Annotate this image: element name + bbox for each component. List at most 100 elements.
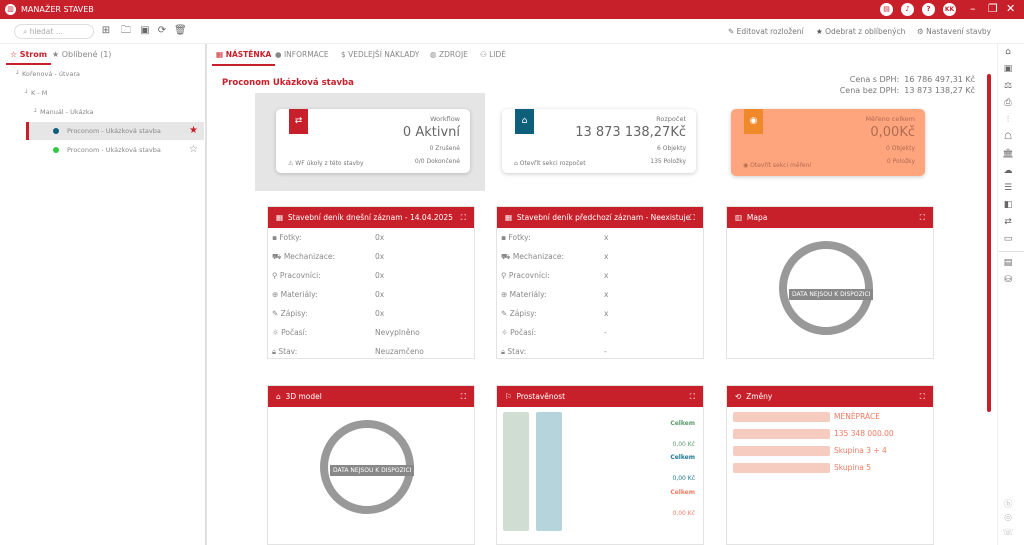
board-icon[interactable]: ◧: [1003, 200, 1013, 210]
progress-bar: [503, 412, 529, 531]
tab-side-costs[interactable]: $ VEDLEJŠÍ NÁKLADY: [341, 50, 420, 59]
minimize-button[interactable]: –: [970, 2, 976, 15]
document-icon[interactable]: ▤: [880, 3, 893, 16]
measured-link[interactable]: ◉ Otevřít sekci měření: [743, 162, 812, 169]
building-icon: ⌂: [276, 392, 284, 401]
delete-icon[interactable]: 🗑: [174, 25, 187, 36]
expand-icon[interactable]: ⛶: [919, 392, 925, 401]
info-circle-icon[interactable]: ⓑ: [1003, 500, 1013, 510]
change-item[interactable]: Skupina 3 + 4: [834, 446, 887, 455]
clipboard-icon[interactable]: ▣: [1003, 64, 1013, 74]
diary-today-widget: ▦ Stavební deník dnešní záznam - 14.04.2…: [267, 206, 475, 359]
remove-favorite-button[interactable]: ★ Odebrat z oblíbených: [816, 27, 906, 36]
people-icon: ⚇: [480, 50, 490, 59]
workflow-icon[interactable]: ⇄: [1004, 217, 1012, 227]
refresh-icon[interactable]: ⟳: [157, 25, 167, 36]
building-settings-button[interactable]: ⚙ Nastavení stavby: [917, 27, 992, 36]
tab-people[interactable]: ⚇ LIDÉ: [480, 50, 507, 59]
pencil-icon: ✎: [501, 309, 510, 318]
grid-icon: ▦: [216, 50, 226, 59]
worker-icon: ⚲: [501, 271, 509, 280]
toolbar: ⌕ hledat ... ⊞ 🗀 ▣ ⟳ 🗑 ✎ Editovat rozlož…: [0, 19, 1024, 44]
phone-icon[interactable]: ☏: [1002, 528, 1014, 538]
database-icon[interactable]: ⛁: [1004, 275, 1012, 285]
edit-layout-button[interactable]: ✎ Editovat rozložení: [728, 27, 804, 36]
tree-item-selected[interactable]: Proconom - Ukázková stavba ★: [26, 122, 204, 140]
gear-icon: ⚙: [917, 27, 927, 36]
tree-item[interactable]: ┘ Manuál - Ukázka: [34, 108, 94, 116]
close-button[interactable]: ✕: [1006, 2, 1016, 15]
photo-icon: ▪: [501, 233, 509, 242]
workflow-link[interactable]: ⚠ WF úkoly z této stavby: [288, 160, 364, 167]
weather-icon: ☼: [272, 328, 282, 337]
pencil-icon: ✎: [272, 309, 281, 318]
print-icon[interactable]: ⎙: [1004, 98, 1012, 108]
status-dot: [53, 128, 59, 134]
flag-icon: ⚐: [505, 392, 515, 401]
add-folder-icon[interactable]: 🗀: [121, 25, 131, 36]
expand-icon[interactable]: ⛶: [689, 213, 695, 222]
change-item[interactable]: 135 348 000.00: [834, 429, 894, 438]
favorite-star-icon[interactable]: ★: [189, 125, 198, 136]
progress-widget: ⚐ Prostavěnost ⛶ Celkem 0,00 Kč Celkem 0,…: [496, 385, 704, 545]
pencil-icon: ✎: [728, 27, 737, 36]
workflow-icon: ⇄: [289, 109, 308, 134]
notification-icon[interactable]: ♪: [901, 3, 914, 16]
measured-card[interactable]: ◉ Měřeno celkem 0,00Kč 0 Objekty 0 Polož…: [731, 109, 925, 176]
tree-item[interactable]: Proconom - Ukázková stavba ☆: [29, 141, 204, 159]
main-panel: ▦ NÁSTĚNKA ● INFORMACE $ VEDLEJŠÍ NÁKLAD…: [209, 44, 989, 545]
change-item[interactable]: Skupina 5: [834, 463, 871, 472]
file-icon[interactable]: ▤: [1003, 258, 1013, 268]
home-icon: ⌂: [515, 109, 534, 134]
checklist-icon[interactable]: ☰: [1003, 183, 1013, 193]
scrollbar[interactable]: [987, 74, 991, 412]
app-logo-icon: ▥: [5, 4, 16, 15]
search-icon: ⌕: [23, 27, 30, 36]
tab-tree[interactable]: ☆ Strom: [6, 50, 52, 65]
robot-icon[interactable]: ☖: [1003, 132, 1013, 142]
map-icon: ▥: [735, 213, 745, 222]
worker-icon: ⚲: [272, 271, 280, 280]
no-data-label: DATA NEJSOU K DISPOZICI: [330, 465, 415, 476]
save-icon[interactable]: ▣: [140, 25, 150, 36]
star-icon: ★: [816, 27, 826, 36]
bank-icon[interactable]: 🏛︎: [1002, 149, 1014, 159]
home-search-icon[interactable]: ⌂: [1005, 47, 1011, 57]
tree-item[interactable]: ┘ K - M: [25, 89, 48, 97]
monitor-icon[interactable]: ▭: [1003, 234, 1013, 244]
favorite-star-icon[interactable]: ☆: [189, 144, 198, 155]
globe-icon: ◍: [430, 50, 439, 59]
tree-item[interactable]: ┘ Kořenová - útvara: [16, 70, 80, 78]
tab-favorites[interactable]: ★ Oblíbené (1): [52, 50, 112, 59]
search-input[interactable]: ⌕ hledat ...: [14, 24, 94, 39]
restore-button[interactable]: ❐: [988, 2, 998, 15]
sliders-icon[interactable]: ⫶: [1006, 115, 1010, 125]
add-icon[interactable]: ⊞: [101, 25, 111, 36]
budget-link[interactable]: ⌂ Otevřít sekci rozpočet: [514, 160, 586, 167]
dollar-icon: $: [341, 50, 349, 59]
machine-icon: ⛟: [272, 252, 284, 261]
budget-card[interactable]: ⌂ Rozpočet 13 873 138,27Kč 6 Objekty 135…: [502, 109, 696, 173]
expand-icon[interactable]: ⛶: [689, 392, 695, 401]
tab-resources[interactable]: ◍ ZDROJE: [430, 50, 468, 59]
page-title: Proconom Ukázková stavba: [222, 78, 354, 88]
map-widget: ▥ Mapa ⛶ DATA NEJSOU K DISPOZICI: [726, 206, 934, 359]
progress-bar: [536, 412, 562, 531]
expand-icon[interactable]: ⛶: [919, 213, 925, 222]
help-icon[interactable]: ?: [922, 3, 935, 16]
change-item[interactable]: MÉNĚPRÁCE: [834, 412, 880, 421]
material-icon: ⊕: [272, 290, 281, 299]
tab-info[interactable]: ● INFORMACE: [275, 50, 329, 59]
user-avatar[interactable]: KK: [943, 3, 956, 16]
cloud-icon[interactable]: ☁: [1003, 166, 1013, 176]
scale-icon[interactable]: ⚖: [1003, 81, 1013, 91]
calendar-icon: ▦: [276, 213, 286, 222]
expand-icon[interactable]: ⛶: [460, 392, 466, 401]
tab-dashboard[interactable]: ▦ NÁSTĚNKA: [212, 50, 276, 66]
expand-icon[interactable]: ⛶: [460, 213, 466, 222]
changes-icon: ⟲: [735, 392, 744, 401]
workflow-card[interactable]: ⇄ Workflow 0 Aktivní 0 Zrušené 0/0 Dokon…: [276, 109, 470, 173]
eye-icon[interactable]: ◎: [1004, 513, 1012, 523]
photo-icon: ▪: [272, 233, 280, 242]
calendar-icon: ▦: [505, 213, 515, 222]
